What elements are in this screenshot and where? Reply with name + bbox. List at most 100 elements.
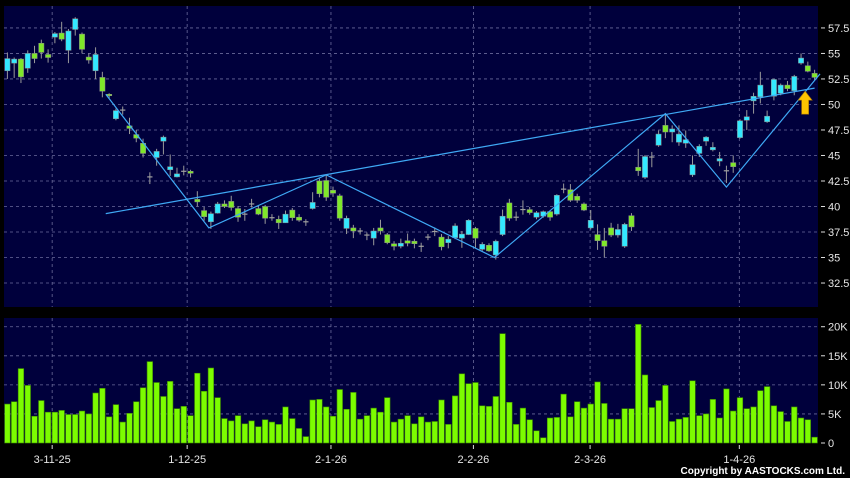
volume-bar <box>587 403 594 444</box>
candle <box>58 21 65 42</box>
candle-body <box>709 147 716 151</box>
volume-bar <box>811 436 818 444</box>
candle <box>262 204 269 224</box>
copyright-text: Copyright by AASTOCKS.com Ltd. <box>681 466 846 477</box>
candle <box>411 238 418 249</box>
volume-bar <box>797 417 805 444</box>
volume-bar <box>106 416 113 444</box>
candle-body <box>24 53 31 69</box>
candle-body <box>330 189 336 194</box>
candle <box>649 151 655 168</box>
candle-body <box>655 133 662 146</box>
candle <box>621 222 628 248</box>
candle <box>384 233 391 245</box>
candle-body <box>438 236 445 248</box>
volume-bar <box>689 380 696 444</box>
candle-body <box>777 84 784 94</box>
candle <box>662 114 669 139</box>
candle-body <box>377 227 384 232</box>
volume-bar <box>377 411 384 444</box>
candle <box>207 211 214 229</box>
date-tick-label: 1-4-26 <box>723 454 755 466</box>
candle <box>425 234 431 241</box>
candle-body <box>370 230 377 239</box>
volume-bar <box>431 421 438 444</box>
candle <box>486 243 492 252</box>
volume-bar <box>282 406 289 444</box>
volume-bar <box>112 404 120 444</box>
price-tick-label: 55 <box>828 48 840 60</box>
candle <box>228 195 235 211</box>
volume-bar <box>207 367 214 444</box>
candle-body <box>58 32 65 40</box>
candle-body <box>472 228 479 239</box>
candle-body <box>336 195 343 219</box>
candle <box>221 200 228 209</box>
candle <box>38 39 45 59</box>
candle <box>458 230 465 248</box>
volume-bar <box>424 421 432 444</box>
candle-body <box>309 202 316 209</box>
volume-bar <box>221 418 228 444</box>
volume-bar <box>757 390 764 444</box>
candle <box>31 45 38 64</box>
date-tick-label: 1-12-25 <box>168 454 206 466</box>
candle <box>737 119 743 139</box>
volume-bar <box>58 410 65 444</box>
candle-body <box>594 234 601 241</box>
candle <box>303 219 309 226</box>
candle <box>547 210 553 221</box>
candle <box>336 193 343 221</box>
candle <box>669 125 676 143</box>
candle-body <box>187 171 194 174</box>
volume-bar <box>723 388 730 444</box>
candle-body <box>506 202 513 219</box>
candle <box>723 165 730 184</box>
candle <box>397 238 404 249</box>
volume-bar <box>201 390 208 444</box>
candle <box>72 17 79 36</box>
volume-bar <box>241 423 248 444</box>
volume-bar <box>139 387 147 444</box>
candle <box>330 186 336 197</box>
candle <box>560 183 567 194</box>
price-panel: 32.5 35 37.5 40 42.5 45 47.5 50 52.5 55 57.5 <box>4 6 849 307</box>
volume-bar <box>716 417 723 444</box>
candle-body <box>458 233 465 239</box>
volume-bar <box>770 405 777 444</box>
candle <box>316 178 323 198</box>
candle-body <box>771 79 777 97</box>
date-tick-label: 2-1-26 <box>315 454 347 466</box>
volume-bar <box>445 424 452 444</box>
candle <box>364 232 370 241</box>
candle <box>784 80 791 92</box>
candle-body <box>235 208 241 218</box>
volume-tick-label: 0 <box>828 438 834 450</box>
volume-bar <box>248 420 255 444</box>
volume-bar <box>85 413 92 444</box>
volume-bar <box>262 419 269 444</box>
volume-bar <box>350 392 357 444</box>
candle-body <box>635 166 642 172</box>
candle-body <box>167 166 174 171</box>
volume-bar <box>4 403 11 444</box>
candle <box>499 209 506 237</box>
volume-bar <box>438 399 445 444</box>
volume-bar <box>709 399 716 444</box>
volume-bar <box>390 421 398 444</box>
volume-bar <box>526 419 533 444</box>
volume-bar <box>180 406 187 444</box>
volume-bar <box>384 397 391 444</box>
volume-bar <box>51 411 58 444</box>
volume-bar <box>513 424 520 444</box>
candle-body <box>445 238 452 243</box>
candle-body <box>784 84 791 89</box>
volume-bar <box>499 333 506 444</box>
price-tick-label: 40 <box>828 201 840 213</box>
candle-body <box>85 56 92 61</box>
candle-body <box>411 240 418 244</box>
candle <box>465 219 472 236</box>
candle <box>167 154 174 176</box>
candle <box>445 236 452 249</box>
volume-bar <box>214 397 221 444</box>
